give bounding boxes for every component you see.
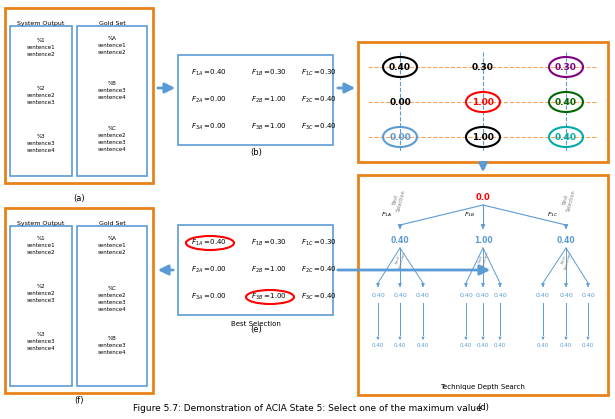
Text: 0.40: 0.40: [557, 235, 575, 245]
Text: $F_{1C}$: $F_{1C}$: [547, 211, 558, 220]
Text: %3
sentence3
sentence4: %3 sentence3 sentence4: [26, 332, 55, 351]
Text: 1.00: 1.00: [472, 132, 494, 142]
Text: Technique Depth Search: Technique Depth Search: [440, 384, 525, 390]
Text: Best
Selection: Best Selection: [390, 188, 406, 212]
Text: 0.40: 0.40: [555, 98, 577, 106]
Text: $F_{1A}$ =0.40: $F_{1A}$ =0.40: [191, 238, 227, 248]
Text: 0.40: 0.40: [536, 292, 550, 297]
Text: 0.40: 0.40: [537, 342, 549, 347]
Text: (b): (b): [250, 148, 262, 157]
Text: 0.0: 0.0: [475, 192, 490, 202]
Text: 0.00: 0.00: [389, 98, 411, 106]
Text: $F_{1C}$ =0.30: $F_{1C}$ =0.30: [301, 68, 337, 78]
Text: $F_{3C}$ =0.40: $F_{3C}$ =0.40: [301, 122, 337, 132]
Text: Best
Selection: Best Selection: [560, 250, 573, 270]
Text: $F_{1A}$: $F_{1A}$: [381, 211, 392, 220]
Text: 0.40: 0.40: [393, 292, 407, 297]
Text: %C
sentence2
sentence3
sentence4: %C sentence2 sentence3 sentence4: [98, 126, 126, 152]
Text: 0.00: 0.00: [389, 132, 411, 142]
Text: (f): (f): [74, 396, 84, 405]
Text: Best Selection: Best Selection: [231, 321, 281, 327]
Text: %A
sentence1
sentence2: %A sentence1 sentence2: [98, 36, 126, 55]
Text: $F_{2C}$ =0.40: $F_{2C}$ =0.40: [301, 95, 337, 105]
Text: Figure 5.7: Demonstration of ACIA State 5: Select one of the maximum value: Figure 5.7: Demonstration of ACIA State …: [133, 404, 482, 413]
Text: $F_{1B}$ =0.30: $F_{1B}$ =0.30: [251, 68, 287, 78]
Text: $F_{1A}$ =0.40: $F_{1A}$ =0.40: [191, 68, 227, 78]
Text: %C
sentence2
sentence3
sentence4: %C sentence2 sentence3 sentence4: [98, 286, 126, 312]
Text: %3
sentence3
sentence4: %3 sentence3 sentence4: [26, 134, 55, 153]
Text: 0.30: 0.30: [472, 62, 494, 72]
Text: %A
sentence1
sentence2: %A sentence1 sentence2: [98, 236, 126, 255]
Text: $F_{1B}$ =0.30: $F_{1B}$ =0.30: [251, 238, 287, 248]
Text: $F_{3A}$ =0.00: $F_{3A}$ =0.00: [191, 122, 227, 132]
Text: (a): (a): [73, 194, 85, 203]
Text: 0.40: 0.40: [555, 132, 577, 142]
Text: $F_{1B}$: $F_{1B}$: [464, 211, 475, 220]
Text: 0.40: 0.40: [371, 292, 385, 297]
Text: $F_{3B}$ =1.00: $F_{3B}$ =1.00: [251, 122, 287, 132]
Text: 0.40: 0.40: [581, 292, 595, 297]
Text: 0.40: 0.40: [394, 342, 406, 347]
Text: Best
Selection: Best Selection: [560, 188, 576, 212]
Text: 0.40: 0.40: [389, 62, 411, 72]
Text: (e): (e): [250, 325, 262, 334]
Text: 1.00: 1.00: [474, 235, 493, 245]
Text: End
Selection: End Selection: [477, 250, 490, 270]
Text: 1.00: 1.00: [472, 98, 494, 106]
Text: 0.40: 0.40: [559, 292, 573, 297]
Text: (d): (d): [477, 403, 489, 412]
Text: $F_{2B}$ =1.00: $F_{2B}$ =1.00: [251, 95, 287, 105]
Text: 0.40: 0.40: [493, 292, 507, 297]
Text: $F_{3B}$ =1.00: $F_{3B}$ =1.00: [251, 292, 287, 302]
Text: 0.40: 0.40: [417, 342, 429, 347]
Text: 0.40: 0.40: [459, 292, 473, 297]
Text: 0.30: 0.30: [555, 62, 577, 72]
Text: Gold Set: Gold Set: [98, 221, 125, 226]
Text: $F_{2B}$ =1.00: $F_{2B}$ =1.00: [251, 265, 287, 275]
Text: System Output: System Output: [17, 21, 65, 26]
Text: 0.40: 0.40: [494, 342, 506, 347]
Text: 0.40: 0.40: [560, 342, 572, 347]
Text: $F_{2A}$ =0.00: $F_{2A}$ =0.00: [191, 265, 227, 275]
Text: Gold Set: Gold Set: [98, 21, 125, 26]
Text: %B
sentence3
sentence4: %B sentence3 sentence4: [98, 336, 126, 355]
Text: $F_{1C}$ =0.30: $F_{1C}$ =0.30: [301, 238, 337, 248]
Text: Best
Selection: Best Selection: [394, 250, 407, 270]
Text: %2
sentence2
sentence3: %2 sentence2 sentence3: [26, 86, 55, 105]
Text: 0.40: 0.40: [460, 342, 472, 347]
Text: 0.40: 0.40: [477, 342, 489, 347]
Text: %B
sentence3
sentence4: %B sentence3 sentence4: [98, 81, 126, 100]
Text: System Output: System Output: [17, 221, 65, 226]
Text: %1
sentence1
sentence2: %1 sentence1 sentence2: [26, 236, 55, 255]
Text: 0.40: 0.40: [391, 235, 410, 245]
Text: 0.40: 0.40: [372, 342, 384, 347]
Text: $F_{3A}$ =0.00: $F_{3A}$ =0.00: [191, 292, 227, 302]
Text: 0.40: 0.40: [582, 342, 594, 347]
Text: $F_{2C}$ =0.40: $F_{2C}$ =0.40: [301, 265, 337, 275]
Text: %1
sentence1
sentence2: %1 sentence1 sentence2: [26, 38, 55, 57]
Text: %2
sentence2
sentence3: %2 sentence2 sentence3: [26, 284, 55, 303]
Text: 0.40: 0.40: [416, 292, 430, 297]
Text: $F_{2A}$ =0.00: $F_{2A}$ =0.00: [191, 95, 227, 105]
Text: $F_{3C}$ =0.40: $F_{3C}$ =0.40: [301, 292, 337, 302]
Text: 0.40: 0.40: [476, 292, 490, 297]
